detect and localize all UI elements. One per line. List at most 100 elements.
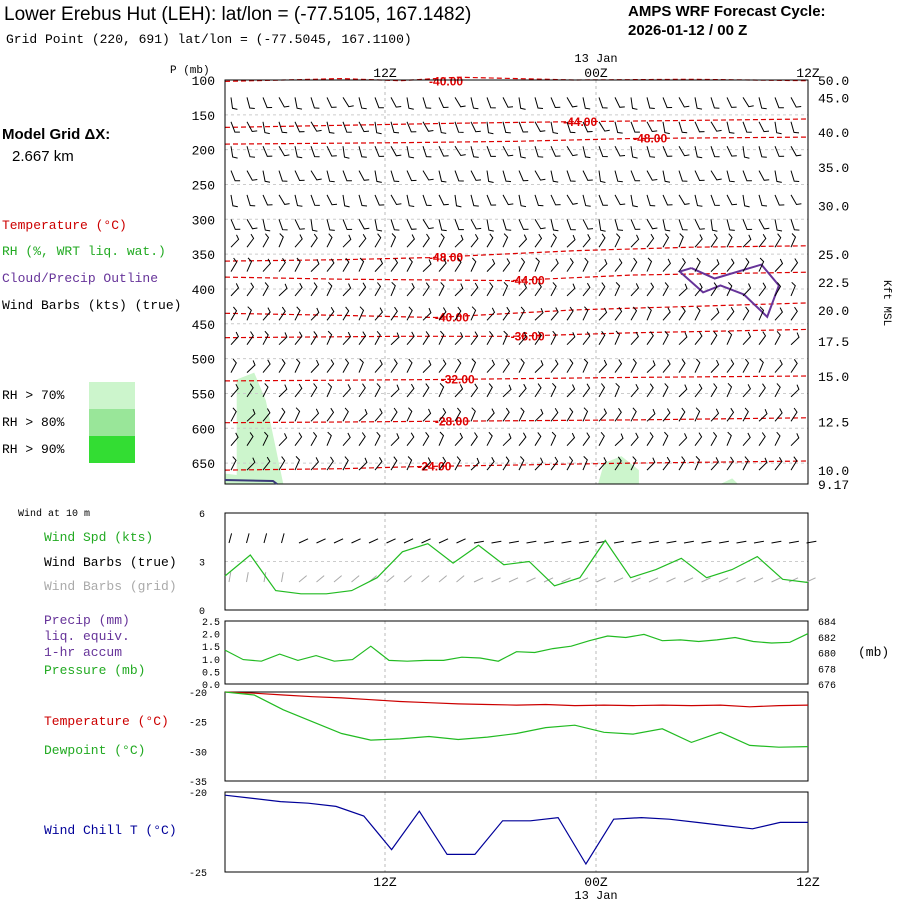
wind-barb <box>630 283 640 297</box>
temp-tick-1: -30 <box>189 748 207 759</box>
wind-barb-grid <box>403 575 412 583</box>
temperature-contour-label-1: -44.00 <box>563 115 597 129</box>
wind-barb <box>630 97 638 110</box>
wind-barb <box>246 233 255 248</box>
wind-barb <box>278 121 288 134</box>
wind-barb <box>758 409 768 422</box>
wind-barb <box>726 233 733 248</box>
wind-barb <box>278 97 290 108</box>
wind-barb <box>566 456 574 471</box>
wind-barb-true <box>491 540 502 544</box>
wind-barb <box>566 145 578 157</box>
wind-barb <box>438 97 449 109</box>
wind-barb <box>678 258 686 272</box>
rh-legend-70-swatch <box>89 382 135 409</box>
wind-barb <box>662 258 672 272</box>
wind-barb-grid <box>508 577 519 583</box>
wind-barb <box>502 233 509 248</box>
windchill-tick-0: -25 <box>189 869 207 880</box>
wind-barb <box>294 358 301 373</box>
temperature-contour-2 <box>224 136 809 145</box>
cloud-outline <box>677 263 781 319</box>
wind-barb <box>582 432 591 446</box>
wind-barb-true <box>718 540 729 544</box>
bottom-tick-12z-1: 12Z <box>373 875 397 890</box>
wind-barb <box>390 97 402 108</box>
wind-barb <box>502 330 508 345</box>
wind-barb <box>566 121 576 134</box>
wind-barb <box>662 359 671 373</box>
wind-barb <box>454 358 462 373</box>
wind-barb <box>550 121 559 134</box>
wind-barb <box>678 358 686 373</box>
wind-barb <box>262 97 273 109</box>
wind-barb <box>406 358 413 373</box>
pressure-tick-label-8: 500 <box>192 353 215 368</box>
wind-barb <box>518 383 527 398</box>
rh-region-0 <box>236 372 284 484</box>
wind-barb <box>550 431 557 446</box>
wind-barb <box>598 457 607 471</box>
temperature-contour-label-6: -36.00 <box>511 329 545 343</box>
wind-barb <box>582 170 593 181</box>
wind-barb <box>390 121 400 134</box>
wind-barb <box>454 170 464 182</box>
wind-barb <box>662 408 671 422</box>
wind-barb <box>742 456 749 471</box>
profile-wind-barbs <box>230 97 802 471</box>
wind-barb <box>742 97 754 108</box>
height-tick-label-2: 40.0 <box>818 126 849 141</box>
wind-barb <box>790 456 798 471</box>
pressure-tick-label-3: 250 <box>192 178 215 193</box>
wind-barb <box>422 146 432 158</box>
wind-barb <box>342 257 350 272</box>
wind-barb <box>614 194 626 206</box>
wind-barb <box>358 432 366 446</box>
wind-barb <box>486 456 495 471</box>
wind-barb <box>758 331 767 345</box>
wind-barb-grid <box>806 577 816 583</box>
wind-barb <box>374 258 384 272</box>
wind-barb <box>534 97 544 109</box>
wind-barb <box>758 257 765 272</box>
wind-barb <box>534 360 544 373</box>
wind-barb <box>486 258 496 272</box>
wind-barb-true <box>386 538 396 544</box>
wind-barb <box>390 332 400 346</box>
wind-barb <box>518 358 525 373</box>
wind-barb <box>502 194 514 206</box>
wind-barb <box>262 170 271 183</box>
wind-barb <box>230 121 240 133</box>
pressure-tick-label-0: 100 <box>192 74 215 89</box>
rh-legend-70-label: RH > 70% <box>2 388 65 403</box>
wind-barb <box>534 194 544 207</box>
wind-barb <box>406 194 415 207</box>
wind-barb-grid <box>736 577 746 583</box>
top-date-label: 13 Jan <box>574 52 617 66</box>
wind-barb <box>742 283 752 297</box>
wind-barb <box>342 234 352 248</box>
wind-chill-label: Wind Chill T (°C) <box>44 823 177 838</box>
station-title: Lower Erebus Hut (LEH): lat/lon = (-77.5… <box>4 4 472 25</box>
wind-barb <box>614 170 623 183</box>
wind-barb <box>470 121 481 133</box>
wind-barb <box>630 170 641 182</box>
wind-barb <box>246 432 254 446</box>
wind-barb <box>230 97 238 110</box>
wind-speed-label: Wind Spd (kts) <box>44 530 154 545</box>
wind-barb-grid <box>281 572 284 583</box>
windchill-line <box>224 794 808 866</box>
wind-barb <box>246 194 256 207</box>
wind-barb <box>230 170 241 182</box>
wind-barb <box>598 307 608 321</box>
wind-barb-true <box>246 533 250 544</box>
wind-barb <box>278 384 288 398</box>
wind-barb <box>470 457 480 471</box>
wind-barb <box>294 219 305 230</box>
wind-barb <box>550 330 557 345</box>
wind-barb <box>630 146 638 159</box>
wind-barb <box>678 433 688 447</box>
wind-barb <box>742 121 752 133</box>
wind-barb <box>614 382 620 398</box>
